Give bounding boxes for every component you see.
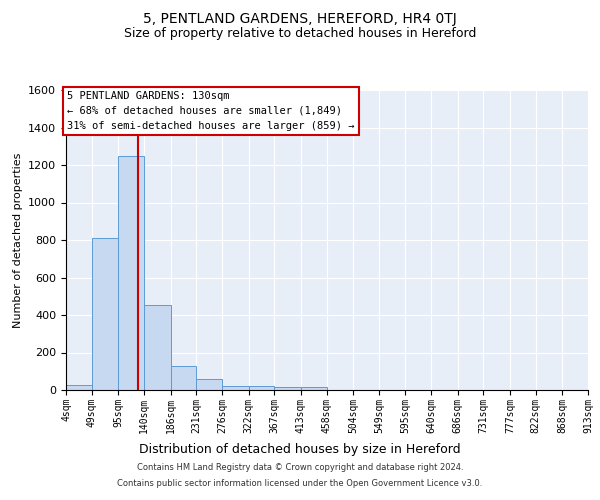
Text: Contains public sector information licensed under the Open Government Licence v3: Contains public sector information licen… — [118, 478, 482, 488]
Bar — [118, 156, 144, 390]
Text: 5 PENTLAND GARDENS: 130sqm
← 68% of detached houses are smaller (1,849)
31% of s: 5 PENTLAND GARDENS: 130sqm ← 68% of deta… — [67, 91, 355, 130]
Bar — [274, 387, 301, 390]
Bar — [92, 238, 118, 390]
Bar — [170, 366, 196, 390]
Text: 5, PENTLAND GARDENS, HEREFORD, HR4 0TJ: 5, PENTLAND GARDENS, HEREFORD, HR4 0TJ — [143, 12, 457, 26]
Bar — [301, 387, 327, 390]
Y-axis label: Number of detached properties: Number of detached properties — [13, 152, 23, 328]
Text: Contains HM Land Registry data © Crown copyright and database right 2024.: Contains HM Land Registry data © Crown c… — [137, 464, 463, 472]
Bar — [196, 379, 222, 390]
Bar — [144, 304, 170, 390]
Bar — [66, 386, 92, 390]
Text: Size of property relative to detached houses in Hereford: Size of property relative to detached ho… — [124, 28, 476, 40]
Bar — [248, 386, 274, 390]
Text: Distribution of detached houses by size in Hereford: Distribution of detached houses by size … — [139, 442, 461, 456]
Bar — [222, 386, 248, 390]
